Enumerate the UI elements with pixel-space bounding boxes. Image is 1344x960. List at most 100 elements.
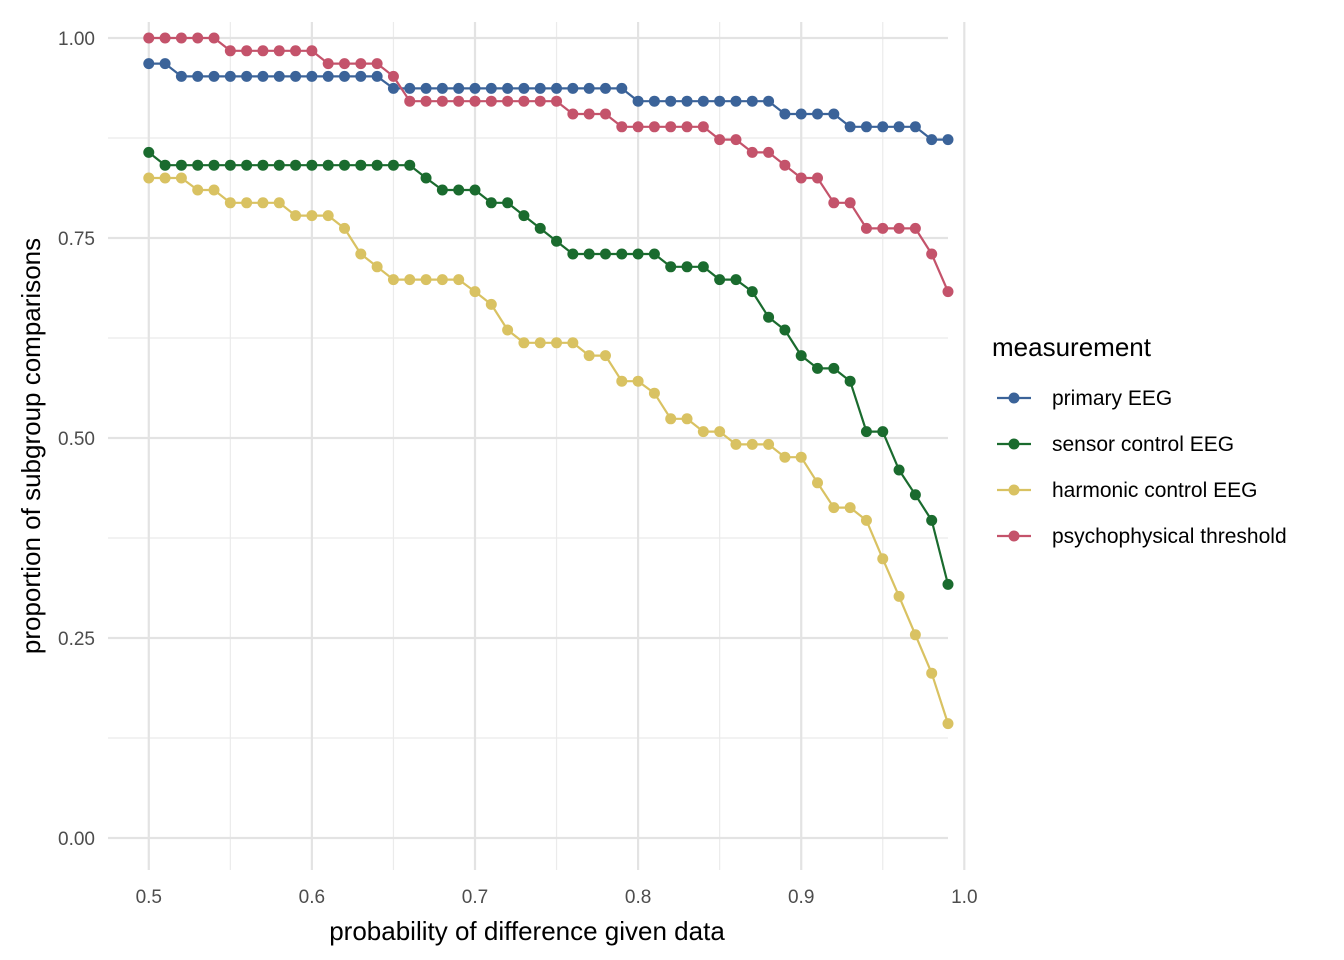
data-point bbox=[453, 82, 465, 94]
data-point bbox=[828, 502, 840, 514]
data-point bbox=[860, 222, 872, 234]
data-point bbox=[893, 121, 905, 133]
data-point bbox=[763, 438, 775, 450]
data-point bbox=[143, 32, 155, 44]
data-point bbox=[339, 159, 351, 171]
data-point bbox=[485, 95, 497, 107]
data-point bbox=[648, 248, 660, 260]
data-point bbox=[714, 95, 726, 107]
data-point bbox=[926, 248, 938, 260]
y-tick-label: 0.25 bbox=[58, 629, 95, 650]
data-point bbox=[763, 311, 775, 323]
data-point bbox=[681, 121, 693, 133]
data-point bbox=[420, 172, 432, 184]
legend-label: sensor control EEG bbox=[1052, 433, 1234, 456]
legend-title: measurement bbox=[992, 332, 1152, 362]
y-tick-label: 1.00 bbox=[58, 29, 95, 50]
data-point bbox=[290, 210, 302, 222]
data-point bbox=[208, 70, 220, 82]
data-point bbox=[175, 159, 187, 171]
data-point bbox=[616, 248, 628, 260]
data-point bbox=[567, 248, 579, 260]
data-point bbox=[192, 159, 204, 171]
data-point bbox=[599, 248, 611, 260]
data-point bbox=[436, 274, 448, 286]
data-point bbox=[273, 197, 285, 209]
data-point bbox=[224, 197, 236, 209]
data-point bbox=[551, 337, 563, 349]
data-point bbox=[909, 121, 921, 133]
data-point bbox=[844, 502, 856, 514]
data-point bbox=[436, 82, 448, 94]
legend-item: harmonic control EEG bbox=[997, 479, 1257, 502]
data-point bbox=[828, 362, 840, 374]
data-point bbox=[779, 451, 791, 463]
data-point bbox=[926, 134, 938, 146]
data-point bbox=[502, 95, 514, 107]
data-point bbox=[909, 489, 921, 501]
data-point bbox=[746, 438, 758, 450]
data-point bbox=[322, 210, 334, 222]
data-point bbox=[485, 82, 497, 94]
data-point bbox=[632, 375, 644, 387]
data-point bbox=[387, 70, 399, 82]
data-point bbox=[909, 629, 921, 641]
data-point bbox=[812, 362, 824, 374]
data-point bbox=[746, 95, 758, 107]
legend-item: psychophysical threshold bbox=[997, 525, 1287, 548]
data-point bbox=[273, 70, 285, 82]
data-point bbox=[241, 197, 253, 209]
data-point bbox=[795, 172, 807, 184]
data-point bbox=[583, 108, 595, 120]
data-point bbox=[714, 274, 726, 286]
data-point bbox=[909, 222, 921, 234]
data-point bbox=[322, 58, 334, 70]
data-point bbox=[257, 45, 269, 57]
data-point bbox=[877, 121, 889, 133]
data-point bbox=[746, 146, 758, 158]
data-point bbox=[893, 222, 905, 234]
data-point bbox=[339, 58, 351, 70]
data-point bbox=[681, 413, 693, 425]
data-point bbox=[926, 667, 938, 679]
y-tick-label: 0.50 bbox=[58, 429, 95, 450]
data-point bbox=[697, 95, 709, 107]
data-point bbox=[844, 121, 856, 133]
data-point bbox=[355, 248, 367, 260]
data-point bbox=[371, 261, 383, 273]
data-point bbox=[224, 159, 236, 171]
data-point bbox=[355, 70, 367, 82]
data-point bbox=[681, 261, 693, 273]
data-point bbox=[779, 159, 791, 171]
data-point bbox=[795, 350, 807, 362]
data-point bbox=[599, 108, 611, 120]
x-tick-label: 0.8 bbox=[625, 887, 651, 908]
data-point bbox=[942, 718, 954, 730]
series-primary-eeg bbox=[143, 58, 954, 146]
data-point bbox=[404, 274, 416, 286]
data-point bbox=[453, 274, 465, 286]
data-point bbox=[567, 108, 579, 120]
data-point bbox=[355, 159, 367, 171]
series-sensor-control-eeg bbox=[143, 146, 954, 590]
data-point bbox=[877, 553, 889, 565]
data-point bbox=[730, 438, 742, 450]
data-point bbox=[844, 375, 856, 387]
data-point bbox=[290, 159, 302, 171]
data-point bbox=[599, 82, 611, 94]
data-point bbox=[926, 514, 938, 526]
data-point bbox=[942, 578, 954, 590]
data-point bbox=[387, 82, 399, 94]
x-tick-label: 0.5 bbox=[136, 887, 162, 908]
data-point bbox=[583, 248, 595, 260]
legend-item: sensor control EEG bbox=[997, 433, 1234, 456]
data-point bbox=[567, 337, 579, 349]
data-point bbox=[714, 426, 726, 438]
data-point bbox=[322, 159, 334, 171]
x-tick-label: 1.0 bbox=[951, 887, 977, 908]
data-point bbox=[175, 172, 187, 184]
data-point bbox=[469, 82, 481, 94]
data-point bbox=[387, 274, 399, 286]
data-point bbox=[436, 95, 448, 107]
data-point bbox=[175, 70, 187, 82]
